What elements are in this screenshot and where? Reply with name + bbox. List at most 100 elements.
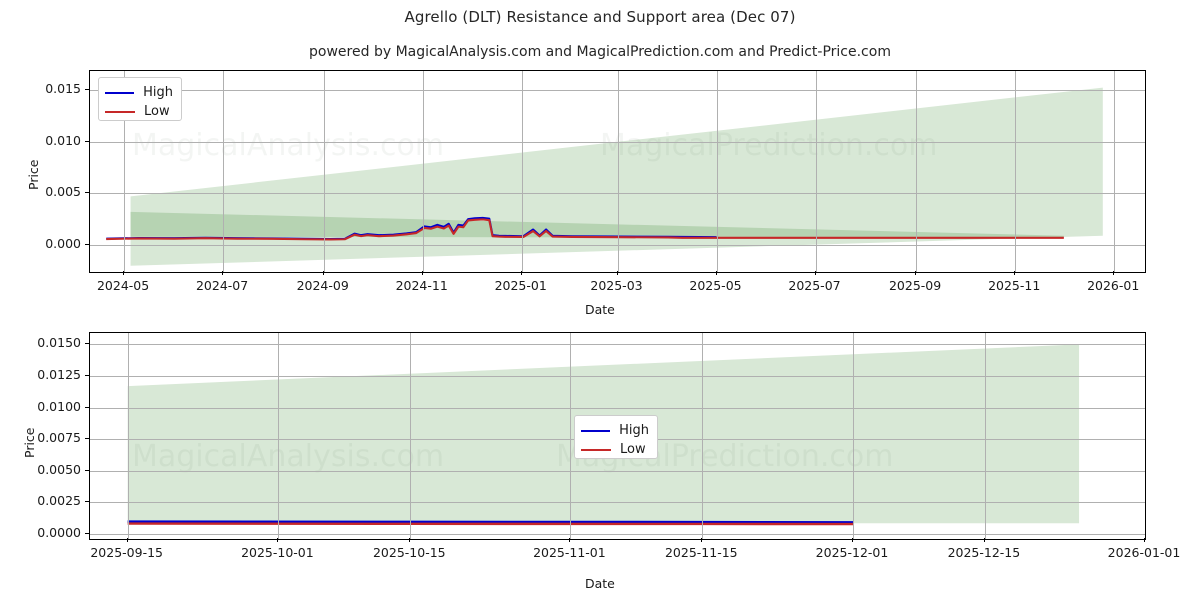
x-axis-tick-mark [701,538,703,542]
gridline-vertical [323,71,325,272]
x-axis-tick-mark [222,271,224,275]
gridline-horizontal [90,533,1145,535]
gridline-vertical [521,71,523,272]
x-axis-tick-label: 2025-09-15 [90,545,164,560]
x-axis-tick-label: 2025-11-15 [664,545,738,560]
gridline-vertical [984,333,986,539]
x-axis-tick-label: 2024-07 [195,278,249,293]
x-axis-tick-mark [569,538,571,542]
legend-row-high-2: High [581,421,649,440]
legend-label-low: Low [144,104,170,119]
y-axis-tick-mark [85,406,89,408]
legend-label-high-2: High [619,423,649,438]
x-axis-tick-mark [983,538,985,542]
x-axis-tick-label: 2025-11-01 [533,545,606,560]
gridline-horizontal [90,407,1145,409]
y-axis-tick-label: 0.0025 [37,493,81,509]
legend-row-high: High [105,83,173,102]
gridline-vertical [617,71,619,272]
y-axis-tick-mark [85,244,89,246]
gridline-vertical [223,71,225,272]
historical-x-axis-label: Date [585,302,615,317]
x-axis-tick-label: 2025-05 [689,278,742,293]
x-axis-tick-mark [1144,538,1145,542]
x-axis-tick-mark [1113,271,1115,275]
x-axis-tick-label: 2026-01-01 [1107,545,1181,560]
y-axis-tick-label: 0.0000 [37,524,81,540]
gridline-vertical [570,333,572,539]
y-axis-tick-mark [85,469,89,471]
y-axis-tick-label: 0.0100 [37,398,81,414]
x-axis-tick-label: 2024-09 [296,278,349,293]
gridline-horizontal [90,376,1145,377]
x-axis-tick-label: 2025-12-01 [815,545,889,560]
series-line-high [127,520,853,524]
x-axis-tick-mark [277,538,279,542]
gridline-vertical [127,333,129,539]
inner-band [130,211,1064,238]
y-axis-tick-mark [85,501,89,503]
x-axis-tick-mark [715,271,717,275]
x-axis-tick-label: 2025-03 [590,278,643,293]
gridline-vertical [916,71,918,272]
x-axis-tick-mark [126,538,128,542]
x-axis-tick-mark [814,271,816,275]
y-axis-tick-mark [85,532,89,534]
gridline-vertical [716,71,718,272]
x-axis-tick-mark [616,271,618,275]
x-axis-tick-label: 2024-05 [96,278,150,293]
gridline-vertical [410,333,412,539]
page-subtitle: powered by MagicalAnalysis.com and Magic… [309,44,891,60]
x-axis-tick-mark [1014,271,1016,275]
page-title: Agrello (DLT) Resistance and Support are… [404,8,796,26]
x-axis-tick-mark [409,538,411,542]
gridline-vertical [422,71,424,272]
y-axis-tick-label: 0.0050 [37,461,81,477]
legend-row-low: Low [105,102,173,121]
legend-row-low-2: Low [581,440,649,459]
gridline-vertical [1015,71,1017,272]
legend-swatch-high-2 [581,429,611,432]
y-axis-tick-label: 0.0075 [37,430,81,446]
gridline-horizontal [90,344,1145,346]
forecast-legend: High Low [574,415,658,459]
y-axis-tick-label: 0.015 [45,80,81,96]
legend-swatch-high [105,91,135,94]
x-axis-tick-label: 2025-10-01 [241,545,314,560]
x-axis-tick-mark [852,538,853,542]
legend-label-high: High [143,85,173,100]
y-axis-tick-label: 0.0150 [37,335,81,351]
gridline-horizontal [90,502,1145,504]
historical-legend: High Low [98,77,182,121]
x-axis-tick-mark [123,271,125,275]
y-axis-tick-mark [85,140,89,142]
x-axis-tick-mark [421,271,423,275]
gridline-vertical [124,71,126,272]
x-axis-tick-mark [322,271,324,275]
gridline-vertical [702,333,704,539]
x-axis-tick-label: 2025-07 [788,278,841,293]
series-line-low [106,218,1064,241]
y-axis-tick-mark [85,343,89,345]
legend-swatch-low-2 [581,448,611,451]
historical-panel: MagicalAnalysis.com MagicalPrediction.co… [26,70,1146,317]
historical-series-svg [106,87,1103,266]
y-axis-tick-mark [85,192,89,194]
x-axis-tick-label: 2025-01 [494,278,547,293]
legend-swatch-low [105,110,135,113]
series-line-low [127,522,853,526]
gridline-vertical [1114,71,1116,272]
y-axis-tick-label: 0.010 [45,132,81,148]
x-axis-tick-mark [915,271,917,275]
historical-plot-area[interactable]: MagicalAnalysis.com MagicalPrediction.co… [89,70,1146,273]
y-axis-tick-mark [85,375,89,376]
y-axis-tick-label: 0.0125 [37,367,81,382]
gridline-vertical [815,71,817,272]
legend-label-low-2: Low [620,442,646,457]
gridline-horizontal [90,470,1145,472]
forecast-x-axis-label: Date [585,576,615,591]
x-axis-tick-label: 2026-01 [1087,278,1140,293]
gridline-vertical [278,333,280,539]
y-axis-tick-label: 0.005 [45,184,81,200]
